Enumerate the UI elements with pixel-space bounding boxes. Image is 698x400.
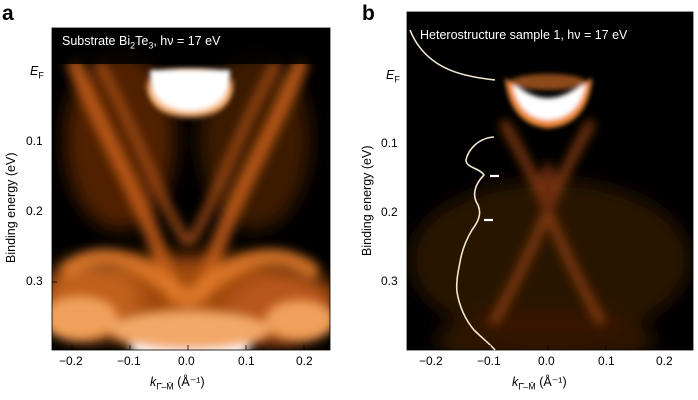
panel-b-xlabel-unit: (Å⁻¹) (539, 375, 567, 389)
panel-b-ytick-1: 0.2 (381, 205, 398, 219)
edc-curve-lower (455, 136, 496, 351)
panel-a-xtick-3: 0.1 (238, 354, 255, 368)
panel-b-ticks (407, 74, 665, 350)
panel-b-xtick-3: 0.1 (598, 354, 615, 368)
panel-a-xlabel-unit: (Å⁻¹) (177, 375, 205, 389)
panel-b-xlabel-k: k (512, 375, 519, 389)
panel-a-ytick-2: 0.3 (26, 274, 43, 288)
panel-b-xtick-1: −0.1 (477, 354, 501, 368)
panel-a-ef-main: E (30, 64, 39, 78)
panel-a-title-suffix: , hν = 17 eV (153, 34, 221, 48)
panel-a-ylabel: Binding energy (eV) (4, 152, 18, 263)
panel-a-xtick-2: 0.0 (178, 354, 195, 368)
panel-a-xlabel: kΓ̄–M̄ (Å⁻¹) (150, 374, 205, 392)
panel-a-letter: a (2, 2, 14, 25)
panel-a-ytick-1: 0.2 (26, 204, 43, 218)
panel-b-xtick-2: 0.0 (538, 354, 555, 368)
panel-a-xtick-1: −0.1 (117, 354, 141, 368)
panel-b-ytick-0: 0.1 (381, 136, 398, 150)
panel-a-xlabel-sub: Γ̄–M̄ (156, 381, 174, 392)
panel-a-title-mid: Te (135, 34, 149, 48)
panel-a-title-prefix: Substrate Bi (62, 34, 131, 48)
panel-b-xlabel: kΓ̄–M̄ (Å⁻¹) (512, 374, 567, 392)
panel-b-xlabel-sub: Γ̄–M̄ (518, 381, 536, 392)
panel-a-arpes-map (52, 28, 330, 350)
panel-a-title-sub2: 3 (148, 40, 154, 51)
panel-a-ef-sub: F (38, 70, 44, 81)
panel-a-xtick-0: −0.2 (59, 354, 83, 368)
panel-a-xtick-4: 0.2 (296, 354, 313, 368)
panel-a-title-sub1: 2 (130, 40, 136, 51)
panel-a-inset-title: Substrate Bi2Te3, hν = 17 eV (62, 34, 220, 51)
panel-b-arpes-map (407, 12, 693, 350)
panel-b-edc-markers (484, 174, 499, 222)
panel-a-ytick-0: 0.1 (26, 134, 43, 148)
panel-b-letter: b (362, 2, 375, 25)
panel-a-xlabel-k: k (150, 375, 157, 389)
panel-b-xtick-4: 0.2 (656, 354, 673, 368)
panel-b-xtick-0: −0.2 (419, 354, 443, 368)
panel-b-ef-main: E (386, 68, 395, 82)
panel-b-ylabel: Binding energy (eV) (360, 145, 374, 256)
panel-b-ytick-2: 0.3 (381, 274, 398, 288)
panel-b-inset-title: Heterostructure sample 1, hν = 17 eV (420, 28, 628, 42)
panel-b-ef-label: EF (386, 68, 400, 85)
panel-b-edc-curves (409, 29, 496, 351)
panel-b-ef-sub: F (394, 74, 400, 85)
edc-curve-upper (409, 29, 496, 81)
panel-a-ticks (52, 71, 305, 350)
panel-a-ef-label: EF (30, 64, 44, 81)
